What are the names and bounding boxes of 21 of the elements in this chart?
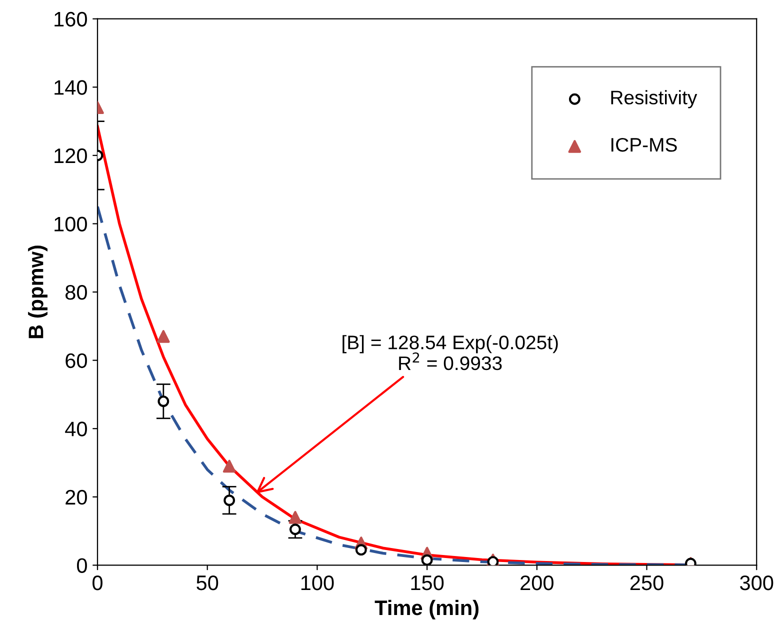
y-tick-label: 20	[66, 490, 87, 505]
x-tick-label: 250	[630, 575, 664, 590]
y-tick-label: 160	[54, 12, 87, 27]
x-axis-title: Time (min)	[374, 600, 478, 620]
x-tick-label: 0	[92, 575, 102, 590]
x-tick-label: 150	[411, 575, 444, 590]
y-tick-label: 100	[54, 216, 87, 232]
legend-label: Resistivity	[611, 90, 698, 108]
y-tick-label: 40	[65, 422, 87, 436]
x-tick-label: 50	[196, 575, 218, 590]
y-axis-title: B (ppmw)	[28, 246, 48, 338]
x-tick-label: 100	[301, 575, 334, 590]
y-tick-label: 140	[54, 80, 87, 95]
y-tick-label: 0	[77, 558, 87, 573]
legend-label: ICP-MS	[611, 138, 677, 152]
y-tick-label: 60	[66, 353, 87, 368]
x-tick-label: 200	[520, 575, 554, 590]
annotation: [B] = 128.54 Exp(-0.025t) R$^{2}$ = 0.9933	[342, 335, 558, 370]
y-tick-label: 120	[54, 148, 87, 164]
y-tick-label: 80	[66, 285, 87, 300]
x-tick-label: 300	[740, 575, 774, 590]
